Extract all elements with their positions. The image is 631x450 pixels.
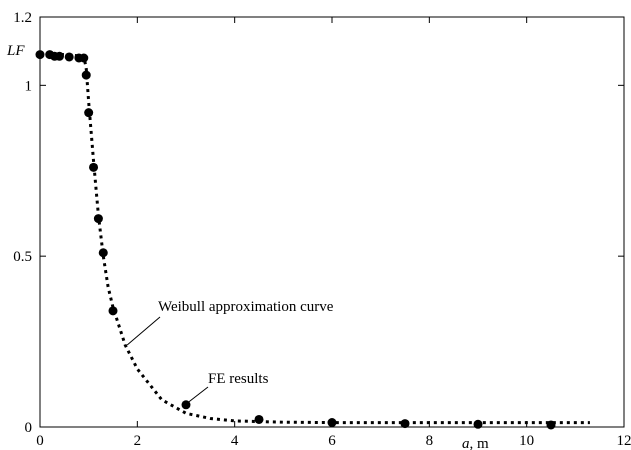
fe-point-15 [327,418,337,428]
x-axis-label: a, m [462,436,489,450]
x-axis-symbol: a [462,436,470,450]
fe-point-11 [98,248,108,258]
fe-point-10 [93,214,103,224]
y-tick-label-0: 0 [25,420,33,436]
y-axis-label: LF [6,43,25,59]
x-tick-label-2: 4 [231,433,239,449]
fe-point-14 [254,414,264,424]
fe-point-18 [546,420,556,430]
axis-tick-labels: 0 2 4 6 8 10 12 0 0.5 1 1.2 [13,10,631,449]
fe-point-7 [81,70,91,80]
x-tick-label-0: 0 [36,433,44,449]
fe-points-layer [35,50,556,430]
weibull-curve-line [39,51,590,425]
annotation-weibull-label: Weibull approximation curve [158,299,334,315]
y-tick-label-1: 0.5 [13,249,32,265]
y-tick-label-2: 1 [25,78,33,94]
fe-point-16 [400,419,410,429]
fe-point-17 [473,419,483,429]
fe-point-13 [181,400,191,410]
x-tick-label-1: 2 [134,433,142,449]
fe-point-3 [54,51,64,61]
y-tick-label-top: 1.2 [13,10,32,26]
annotations-layer: Weibull approximation curve FE results [126,299,334,403]
fe-point-9 [89,162,99,172]
x-tick-label-6: 12 [617,433,631,449]
fe-point-4 [64,52,74,62]
fe-point-12 [108,306,118,316]
fe-point-0 [35,50,45,60]
annotation-weibull-leader [126,316,161,346]
weibull-curve-layer [39,51,590,425]
annotation-fe-leader [188,386,209,403]
axis-ticks [39,17,625,428]
x-tick-label-3: 6 [328,433,336,449]
fe-point-8 [84,108,94,118]
x-tick-label-4: 8 [426,433,434,449]
fe-point-6 [79,53,89,63]
x-axis-unit: , m [470,436,490,450]
x-tick-label-5: 10 [519,433,534,449]
annotation-fe-label: FE results [208,371,269,387]
plot-frame [39,16,625,428]
